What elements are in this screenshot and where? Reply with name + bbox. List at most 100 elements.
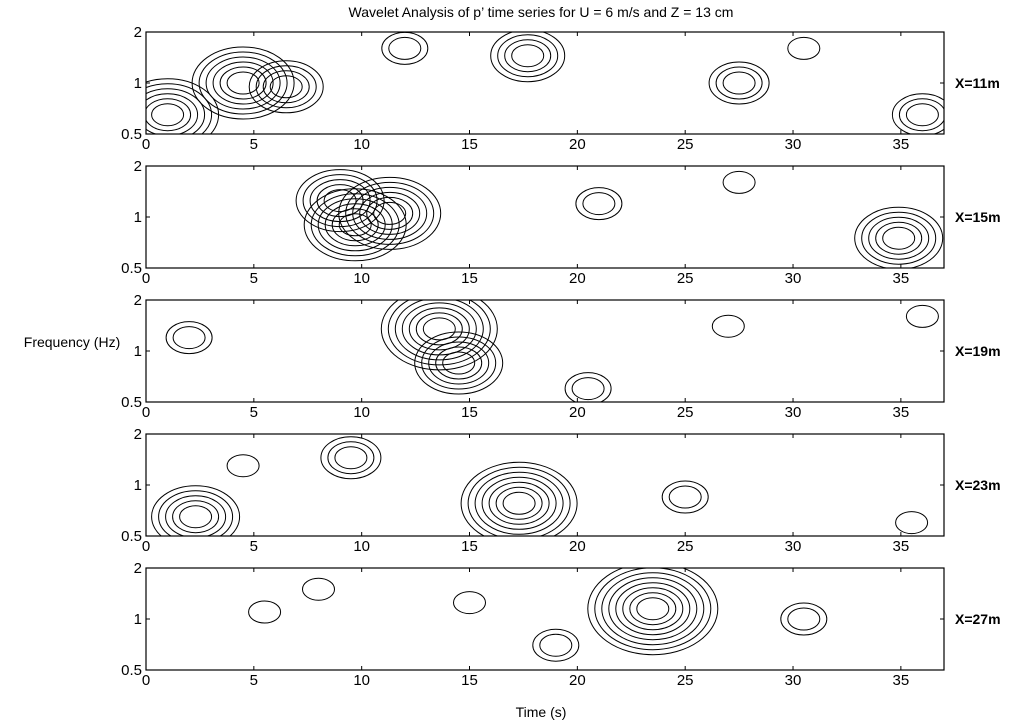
y-tick-label: 0.5 [121,528,142,545]
contour-line [905,304,939,328]
x-tick-label: 5 [250,538,258,555]
x-tick-label: 25 [677,538,694,555]
x-tick-label: 20 [569,538,586,555]
x-tick-label: 20 [569,136,586,153]
x-tick-label: 30 [785,672,802,689]
x-tick-label: 15 [461,404,478,421]
contour-line [875,221,923,255]
panel-3: 0 5 10 15 20 25 30 35 0.5 1 2 X=19m [121,292,1000,421]
contour-group [165,300,939,402]
contour-line [327,441,375,475]
x-tick-label: 30 [785,404,802,421]
x-tick-label: 35 [893,404,910,421]
y-tick-label: 1 [134,209,142,226]
contour-line [205,56,281,110]
contour-line [248,60,324,114]
x-tick-label: 20 [569,672,586,689]
contour-line [408,307,470,351]
contour-line [331,208,379,242]
x-tick-label: 25 [677,672,694,689]
panel-label: X=11m [955,75,1000,91]
contour-line [198,51,288,115]
y-tick-label: 1 [134,75,142,92]
y-tick-label: 2 [134,158,142,175]
contour-line [497,34,559,78]
contour-line [387,300,491,366]
panel-5: 0 5 10 15 20 25 30 35 0.5 1 2 X=27m [121,560,1000,689]
x-tick-label: 15 [461,270,478,287]
x-tick-label: 25 [677,270,694,287]
contour-line [428,341,490,385]
contour-line [715,66,763,100]
contour-line [366,196,414,230]
contour-line [594,568,712,651]
y-tick-label: 2 [134,426,142,443]
contour-line [601,572,705,646]
panel-1: 0 5 10 15 20 25 30 35 0.5 1 2 X=11m [121,24,1000,153]
x-tick-label: 0 [142,672,150,689]
contour-line [422,317,456,341]
contour-line [582,192,616,216]
contour-line [905,103,939,127]
contour-line [323,189,357,213]
x-tick-label: 30 [785,136,802,153]
x-tick-label: 20 [569,404,586,421]
contour-line [615,582,691,636]
y-tick-label: 0.5 [121,662,142,679]
contour-line [345,181,435,245]
contour-line [359,191,421,235]
x-tick-label: 10 [353,538,370,555]
y-tick-label: 1 [134,477,142,494]
contour-line [338,213,372,237]
y-tick-label: 2 [134,560,142,577]
contour-line [172,500,220,534]
contour-line [226,71,260,95]
y-tick-label: 2 [134,292,142,309]
contour-line [711,314,745,338]
contour-line [394,300,484,361]
x-tick-label: 15 [461,672,478,689]
contour-line [453,591,486,615]
contour-line [722,71,756,95]
contour-line [504,39,552,73]
contour-line [780,602,828,636]
contour-line [146,93,199,134]
x-tick-label: 30 [785,538,802,555]
contour-line [622,587,684,631]
contour-line [661,480,709,514]
contour-line [575,187,623,221]
contour-line [146,98,192,132]
contour-line [219,66,267,100]
contour-line [320,436,382,480]
contour-line [490,32,566,83]
contour-line [495,486,543,520]
contour-group [295,169,944,268]
x-tick-label: 10 [353,404,370,421]
contour-line [854,206,944,268]
contour-group [248,568,828,662]
panel-label: X=15m [955,209,1001,225]
contour-line [146,88,206,134]
contour-line [467,466,571,536]
x-tick-label: 5 [250,270,258,287]
contour-line [151,103,185,127]
panel-4: 0 5 10 15 20 25 30 35 0.5 1 2 X=23m [121,426,1000,555]
contour-line [532,628,580,662]
contour-line [539,633,573,657]
contour-line [564,372,612,402]
x-tick-label: 15 [461,538,478,555]
contour-line [226,454,260,478]
y-tick-label: 0.5 [121,126,142,143]
x-tick-label: 10 [353,672,370,689]
panel-frame [145,567,945,671]
contour-line [165,495,227,536]
contour-line [255,65,317,109]
x-tick-label: 35 [893,672,910,689]
contour-line [868,216,930,260]
contour-line [861,211,937,265]
figure-title: Wavelet Analysis of p’ time series for U… [349,4,734,20]
contour-line [722,170,756,194]
x-tick-label: 10 [353,270,370,287]
contour-line [891,93,944,134]
contour-line [158,490,234,536]
